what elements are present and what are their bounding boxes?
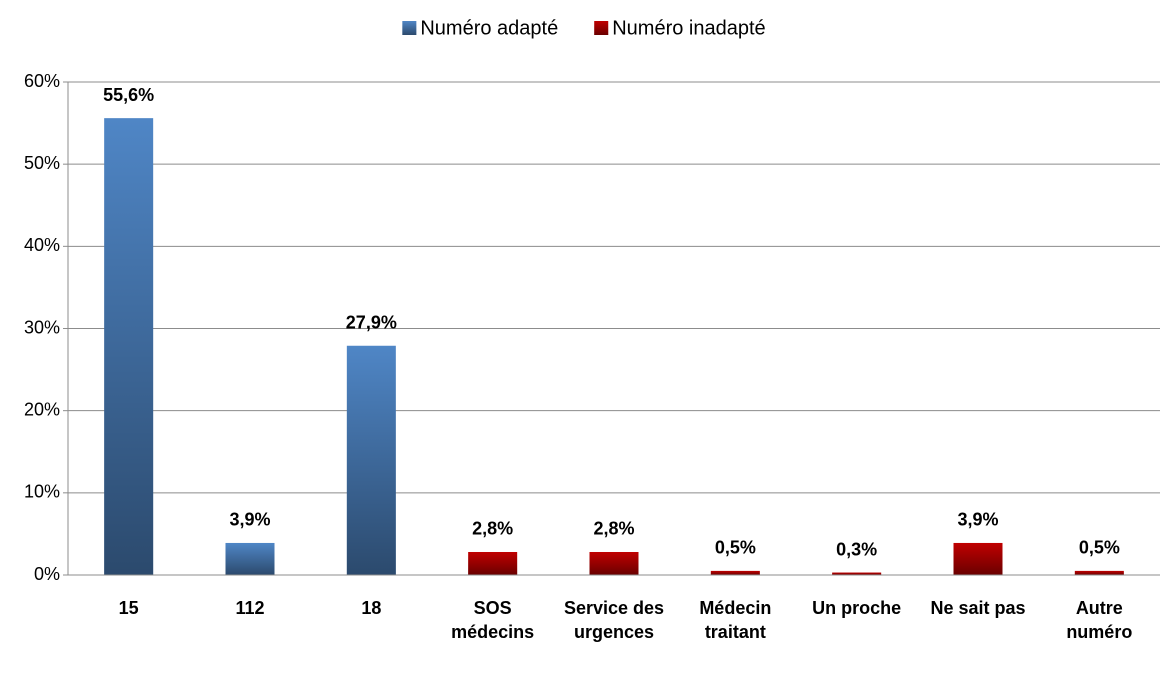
bar-shade — [710, 570, 760, 575]
x-tick-label: Autre numéro — [1066, 598, 1133, 642]
bar-shade — [346, 345, 396, 575]
legend-label: Numéro adapté — [420, 17, 558, 39]
data-label: 3,9% — [957, 510, 998, 530]
bar-shade — [832, 572, 882, 575]
bar-shade — [225, 542, 275, 575]
y-tick-label: 10% — [24, 482, 60, 502]
bar-shade — [1074, 570, 1124, 575]
y-tick-label: 50% — [24, 153, 60, 173]
y-tick-label: 30% — [24, 317, 60, 337]
x-tick-label: SOS médecins — [451, 598, 535, 642]
x-tick-label: 18 — [361, 598, 382, 618]
data-label: 0,5% — [1079, 538, 1120, 558]
y-tick-label: 60% — [24, 71, 60, 91]
y-tick-label: 0% — [34, 564, 60, 584]
x-tick-label: 112 — [235, 598, 265, 618]
data-label: 27,9% — [346, 313, 397, 333]
y-tick-label: 40% — [24, 235, 60, 255]
y-tick-label: 20% — [24, 399, 60, 419]
data-label: 0,5% — [715, 538, 756, 558]
bar-shade — [953, 542, 1003, 575]
legend-swatch-shade — [594, 21, 609, 35]
bar-shade — [104, 118, 154, 576]
bar-shade — [468, 551, 518, 575]
x-tick-label: Un proche — [812, 598, 902, 618]
data-label: 3,9% — [229, 510, 270, 530]
data-label: 2,8% — [472, 519, 513, 539]
data-label: 55,6% — [103, 85, 154, 105]
x-tick-label: Service des urgences — [563, 598, 665, 642]
x-tick-label: Médecin traitant — [699, 598, 772, 642]
data-label: 0,3% — [836, 539, 877, 559]
x-tick-label: 15 — [118, 598, 139, 618]
x-tick-label: Ne sait pas — [930, 598, 1026, 618]
bar-shade — [589, 551, 639, 575]
legend-swatch-shade — [402, 21, 417, 35]
data-label: 2,8% — [593, 519, 634, 539]
legend-label: Numéro inadapté — [612, 17, 765, 39]
